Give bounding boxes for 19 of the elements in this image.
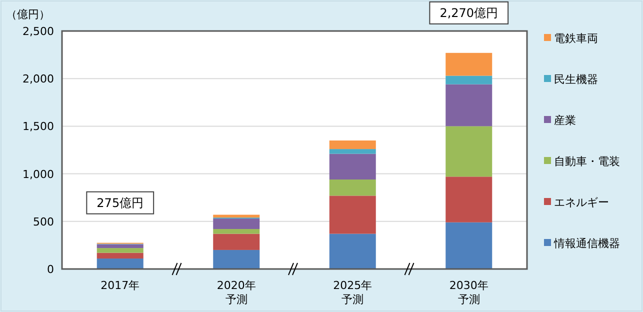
legend-label: 情報通信機器 — [553, 237, 620, 250]
y-axis-title: （億円） — [6, 8, 50, 21]
legend-label: エネルギー — [554, 196, 609, 209]
y-tick-label: 2,500 — [22, 25, 54, 38]
y-tick-label: 500 — [33, 215, 54, 228]
annotation: 275億円 — [96, 196, 144, 210]
y-tick-label: 2,000 — [22, 72, 54, 86]
y-tick-label: 0 — [47, 263, 54, 276]
x-tick-label: 2030年予測 — [449, 279, 488, 306]
y-tick-label: 1,500 — [22, 120, 54, 134]
legend-label: 自動車・電装 — [554, 155, 620, 168]
x-tick-label: 2017年 — [100, 279, 140, 292]
x-tick-label: 2020年予測 — [216, 279, 256, 306]
legend-label: 産業 — [554, 114, 576, 127]
annotation: 2,270億円 — [440, 6, 498, 20]
x-tick-label: 2025年予測 — [333, 279, 372, 306]
legend-label: 電鉄車両 — [554, 32, 598, 45]
legend-label: 民生機器 — [554, 73, 598, 86]
y-tick-label: 1,000 — [22, 168, 54, 181]
